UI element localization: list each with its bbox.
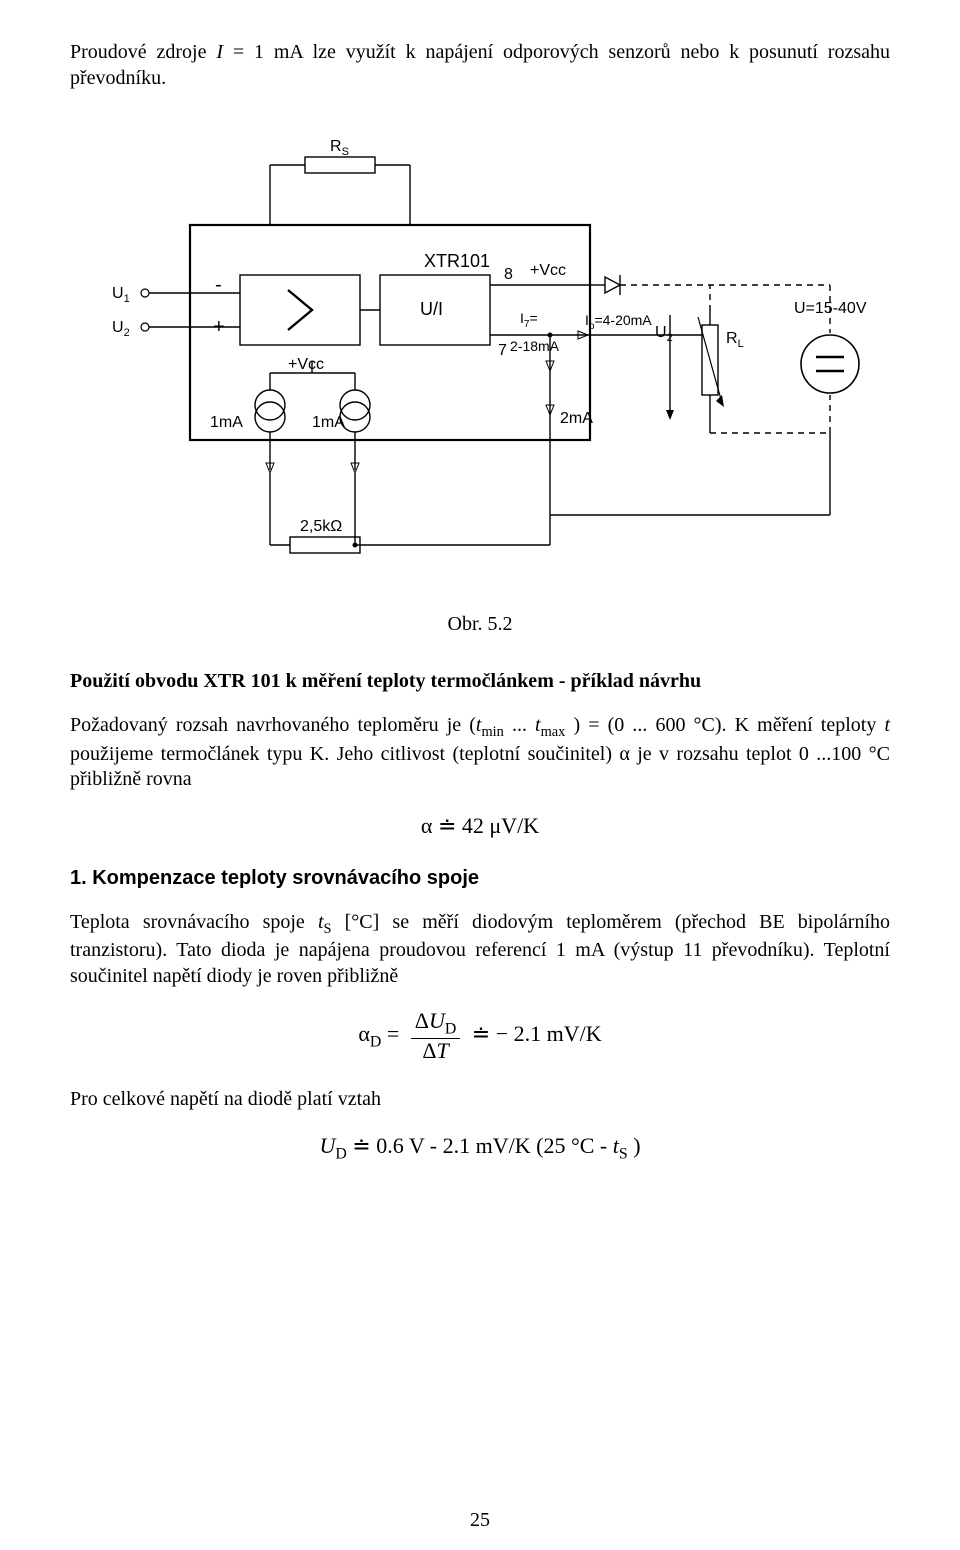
intro-I: I: [216, 41, 223, 63]
label-pin7: 7: [498, 342, 507, 359]
label-pin8: 8: [504, 266, 513, 283]
intro-paragraph: Proudové zdroje I = 1 mA lze využít k na…: [70, 40, 890, 91]
figure-caption: Obr. 5.2: [70, 613, 890, 636]
label-U1: U1: [112, 285, 130, 305]
intro-text-a: Proudové zdroje: [70, 41, 216, 63]
xtr-box: [190, 225, 590, 440]
label-minus: -: [215, 274, 222, 296]
subsection-title: 1. Kompenzace teploty srovnávacího spoje: [70, 867, 890, 890]
label-Rs: RS: [330, 138, 349, 158]
label-I7a: I7=: [520, 310, 538, 330]
label-1mA-2: 1mA: [312, 414, 345, 431]
equation-alphaD: αD = ΔUD ΔT ≐ − 2.1 mV/K: [70, 1009, 890, 1063]
label-U2: U2: [112, 319, 130, 339]
comp-p2: Pro celkové napětí na diodě platí vztah: [70, 1087, 890, 1113]
label-Io: Io=4-20mA: [585, 312, 652, 332]
section-paragraph: Požadovaný rozsah navrhovaného teploměru…: [70, 713, 890, 793]
comp-paragraph: Teplota srovnávacího spoje tS [°C] se mě…: [70, 910, 890, 990]
circuit-diagram: RS U1 U2 - + U/I XTR101 8 +Vcc 7 I7= 2-1: [90, 115, 870, 595]
section-title: Použití obvodu XTR 101 k měření teploty …: [70, 670, 890, 693]
label-Vcc-src: +Vcc: [288, 356, 324, 373]
label-I7c: 2-18mA: [510, 338, 560, 354]
label-plus: +: [213, 316, 225, 338]
label-Usup: U=15-40V: [794, 300, 867, 317]
page-number: 25: [0, 1509, 960, 1532]
label-1mA-1: 1mA: [210, 414, 243, 431]
label-XTR101: XTR101: [424, 251, 490, 271]
label-R25: 2,5kΩ: [300, 518, 342, 535]
equation-alpha: α ≐ 42 μV/K: [70, 813, 890, 839]
label-RL: RL: [726, 330, 744, 350]
label-UI: U/I: [420, 299, 443, 319]
current-source-1: [255, 373, 285, 440]
diode-symbol: [605, 275, 620, 295]
equation-UD: UD ≐ 0.6 V - 2.1 mV/K (25 °C - tS ): [70, 1133, 890, 1163]
label-Vcc-top: +Vcc: [530, 262, 566, 279]
label-2mA: 2mA: [560, 410, 593, 427]
